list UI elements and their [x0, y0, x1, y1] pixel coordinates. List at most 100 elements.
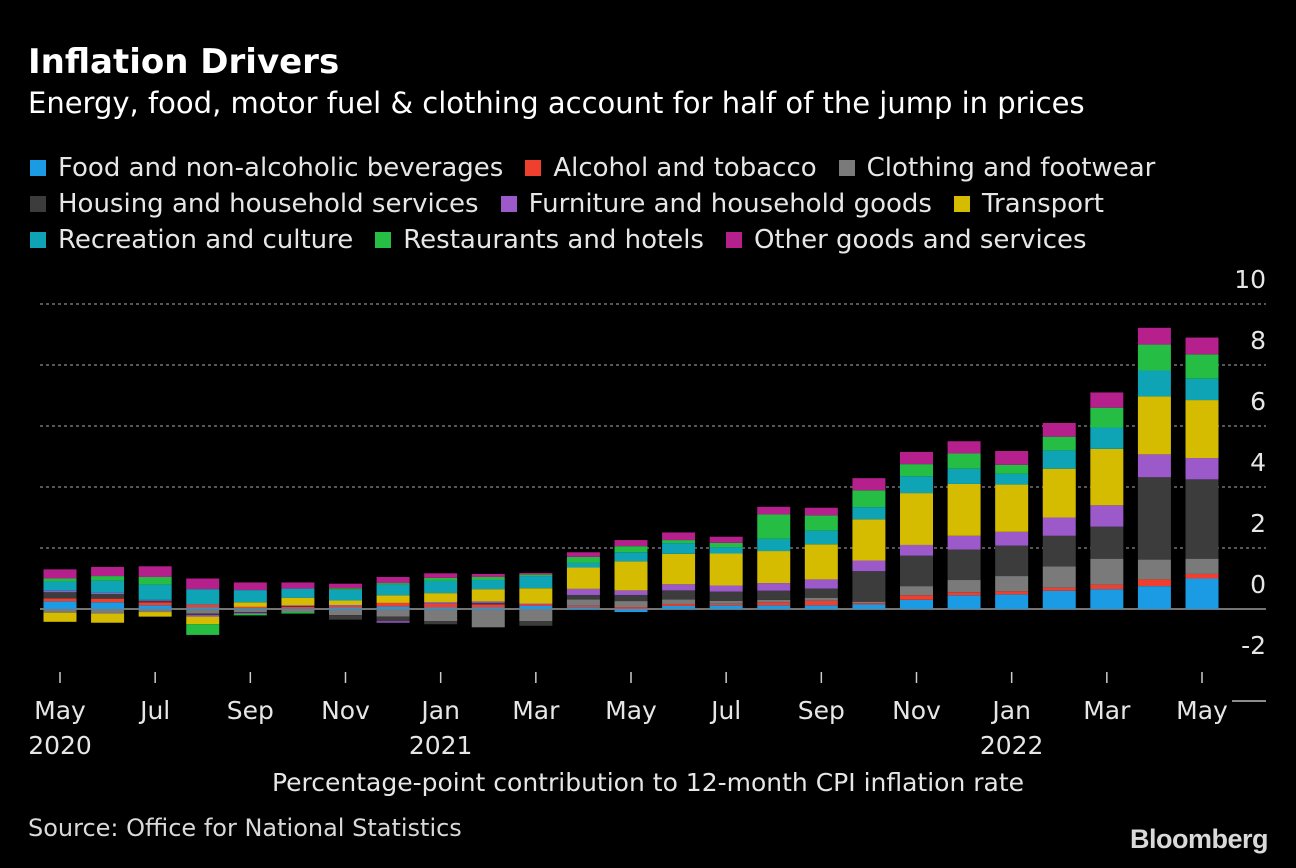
legend-swatch [725, 232, 742, 248]
bar-segment [91, 602, 125, 609]
bar-segment [1042, 587, 1076, 591]
bar-segment [138, 602, 172, 606]
bar-segment [233, 612, 267, 613]
y-tick-label: 6 [1250, 387, 1266, 416]
x-tick-label: May [34, 696, 86, 725]
bar-segment [852, 478, 886, 491]
bar-segment [1090, 526, 1124, 559]
bar-segment [91, 598, 125, 603]
bar-segment [233, 612, 267, 614]
legend-row: Housing and household services Furniture… [30, 186, 1270, 222]
bar-segment [1042, 468, 1076, 518]
bar-segment [376, 616, 410, 622]
bar-segment [91, 594, 125, 599]
bar-segment [1090, 589, 1124, 609]
bar-segment [138, 566, 172, 577]
bar-segment [424, 607, 458, 609]
bar-segment [947, 535, 981, 550]
bar-segment [1137, 559, 1171, 580]
bar-segment [757, 583, 791, 591]
bar-segment [471, 589, 505, 602]
bar-segment [852, 601, 886, 604]
x-tick-label: Jul [709, 696, 741, 725]
bar-segment [424, 602, 458, 604]
bar-segment [900, 451, 933, 465]
bar-segment [566, 552, 600, 557]
x-tick-label: Nov [892, 696, 941, 725]
legend-swatch [500, 196, 517, 212]
bar-segment [233, 582, 267, 591]
legend-label: Recreation and culture [58, 225, 354, 255]
bar-segment [424, 593, 458, 603]
bar-segment [471, 609, 505, 628]
bar-segment [804, 544, 838, 580]
bar-segment [186, 604, 220, 608]
bar-segment [947, 549, 981, 581]
bar-segment [614, 601, 648, 608]
bar-segment [424, 580, 458, 594]
bar-segment [43, 569, 77, 579]
bar-segment [852, 603, 886, 605]
bar-segment [566, 562, 600, 568]
bar-segment [519, 588, 553, 604]
bar-segment [43, 592, 77, 599]
legend-item-food: Food and non-alcoholic beverages [30, 153, 503, 183]
bar-segment [424, 603, 458, 608]
bar-segment [995, 484, 1029, 532]
bar-segment [804, 530, 838, 545]
bar-segment [1185, 578, 1219, 609]
bar-segment [1185, 558, 1219, 574]
x-tick-label: Mar [1083, 696, 1131, 725]
bar-segment [614, 590, 648, 595]
bar-segment [852, 519, 886, 561]
bar-segment [804, 515, 838, 531]
bar-segment [709, 603, 743, 606]
bar-segment [43, 601, 77, 609]
legend-item-recreation: Recreation and culture [30, 225, 353, 255]
bar-segment [138, 609, 172, 613]
bar-segment [947, 580, 981, 593]
bar-segment [1137, 454, 1171, 478]
bar-segment [424, 621, 458, 625]
bar-segment [1185, 378, 1219, 401]
bloomberg-logo: Bloomberg [1129, 824, 1269, 854]
bar-segment [662, 605, 696, 609]
bar-segment [995, 545, 1029, 577]
bar-segment [1185, 573, 1219, 579]
bar-segment [757, 538, 791, 552]
bar-segment [1090, 505, 1124, 527]
bar-segment [947, 592, 981, 596]
y-tick-label: 0 [1250, 570, 1266, 599]
bar-segment [471, 580, 505, 590]
bar-segment [1090, 558, 1124, 585]
bar-segment [91, 613, 125, 623]
bar-segment [424, 609, 458, 622]
x-tick-label: Jan [990, 696, 1031, 725]
bar-segment [709, 553, 743, 586]
bar-segment [614, 594, 648, 602]
legend-swatch [30, 160, 46, 176]
bar-segment [947, 453, 981, 469]
bar-segment [852, 571, 886, 602]
bar-segment [995, 451, 1029, 465]
bar-segment [757, 599, 791, 603]
legend-label: Restaurants and hotels [403, 225, 704, 255]
bar-segment [43, 581, 77, 591]
legend-row: Recreation and culture Restaurants and h… [30, 222, 1270, 258]
bar-segment [852, 604, 886, 609]
bar-segment [995, 594, 1029, 609]
bar-segment [852, 490, 886, 508]
y-tick-label: -2 [1241, 631, 1266, 660]
bar-segment [566, 567, 600, 589]
bar-segment [43, 590, 77, 593]
bar-segment [709, 547, 743, 554]
bar-segment [376, 595, 410, 603]
legend-swatch [30, 232, 46, 248]
bar-segment [281, 606, 315, 609]
bar-segment [376, 621, 410, 623]
bar-segment [614, 552, 648, 562]
bar-segment [804, 600, 838, 606]
bar-segment [424, 573, 458, 578]
bar-segment [900, 586, 933, 596]
bar-segment [233, 613, 267, 616]
